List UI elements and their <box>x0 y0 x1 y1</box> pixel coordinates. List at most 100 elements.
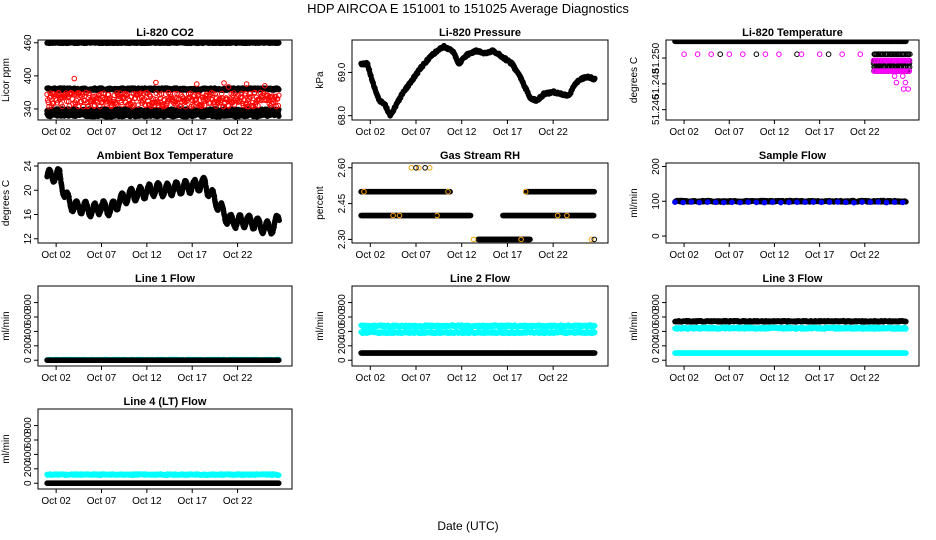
point-p6-370 <box>704 199 711 205</box>
point-p3-375 <box>762 51 769 58</box>
title-p3: Li-820 Temperature <box>742 27 843 39</box>
point-p3-367 <box>753 51 760 58</box>
xtick-label-p5-1: Oct 07 <box>401 250 431 261</box>
point-p3-374 <box>740 51 746 58</box>
xtick-label-p4-3: Oct 17 <box>177 250 207 261</box>
point-p6-380 <box>786 199 792 206</box>
ytick-label-p1-2: 460 <box>23 34 34 51</box>
frame-p2 <box>351 39 609 121</box>
point-p1-1830 <box>71 75 78 82</box>
point-p1-1796 <box>255 102 261 109</box>
point-p1-1832 <box>194 81 200 87</box>
point-p1-1693 <box>189 97 196 103</box>
point-p6-387 <box>843 199 849 206</box>
point-p6-385 <box>826 199 833 205</box>
point-p5-311 <box>467 212 474 219</box>
point-p6-374 <box>737 199 743 206</box>
point-p6-376 <box>753 199 760 206</box>
ytick-label-p3-2: 51.250 <box>651 42 662 73</box>
point-p1-1831 <box>153 79 159 86</box>
point-p1-1828 <box>275 102 282 109</box>
point-p6-389 <box>859 199 865 205</box>
xtick-label-p3-1: Oct 07 <box>715 127 745 138</box>
frame-p5 <box>351 162 609 244</box>
point-p1-1474 <box>50 100 57 107</box>
xtick-label-p6-2: Oct 12 <box>760 250 790 261</box>
point-p1-1469 <box>47 90 54 96</box>
marks-p7 <box>44 356 282 364</box>
point-p3-370 <box>681 51 687 58</box>
point-p1-1810 <box>264 92 270 99</box>
point-p1-1563 <box>107 95 113 101</box>
point-p1-1722 <box>208 95 214 102</box>
point-p6-373 <box>729 199 735 206</box>
point-p6-368 <box>688 199 695 205</box>
point-p5-650 <box>426 165 433 171</box>
ylabel-p6: ml/min <box>629 188 640 217</box>
ytick-label-p6-0: 0 <box>651 233 662 239</box>
title-p5: Gas Stream RH <box>440 150 520 162</box>
ytick-label-p1-1: 400 <box>23 67 34 84</box>
point-p3-369 <box>825 51 832 58</box>
xtick-label-p1-0: Oct 02 <box>41 127 71 138</box>
ytick-label-p4-2: 20 <box>23 184 34 196</box>
point-p1-1836 <box>262 83 268 89</box>
point-p6-375 <box>745 199 752 205</box>
point-p3-622 <box>899 73 906 79</box>
xtick-label-p1-2: Oct 12 <box>132 127 162 138</box>
xtick-label-p1-1: Oct 07 <box>87 127 117 138</box>
xtick-label-p3-2: Oct 12 <box>760 127 790 138</box>
marks-p1 <box>44 40 282 120</box>
point-p6-369 <box>696 199 703 206</box>
marks-p2 <box>358 42 598 119</box>
ylabel-p3: degrees C <box>629 57 640 103</box>
xtick-label-p5-4: Oct 22 <box>538 250 568 261</box>
frame-p1 <box>37 39 293 121</box>
ytick-label-p4-1: 16 <box>23 209 34 221</box>
point-p6-383 <box>810 199 817 205</box>
point-p1-1835 <box>243 81 250 87</box>
point-p3-625 <box>900 86 907 92</box>
point-p6-381 <box>794 199 800 205</box>
xtick-label-p4-4: Oct 22 <box>223 250 253 261</box>
point-p1-1776 <box>242 90 248 97</box>
xtick-label-p2-1: Oct 07 <box>401 127 431 138</box>
point-p1-1531 <box>86 92 93 99</box>
point-p3-624 <box>902 79 909 86</box>
point-p1-1488 <box>59 103 66 110</box>
xtick-label-p2-4: Oct 22 <box>538 127 568 138</box>
point-p3-621 <box>891 73 898 79</box>
point-p5-653 <box>470 236 477 243</box>
point-p6-386 <box>834 199 841 205</box>
ylabel-p1: Licor ppm <box>1 58 12 102</box>
point-p1-1607 <box>135 102 141 108</box>
xtick-label-p3-3: Oct 17 <box>805 127 835 138</box>
xtick-label-p4-0: Oct 02 <box>41 250 71 261</box>
xtick-label-p4-1: Oct 07 <box>87 250 117 261</box>
point-p1-1528 <box>84 103 91 110</box>
point-p3-378 <box>816 51 823 58</box>
point-p6-379 <box>778 199 784 206</box>
point-p3-376 <box>776 51 782 58</box>
xtick-label-p2-3: Oct 17 <box>493 127 523 138</box>
xtick-label-p1-4: Oct 22 <box>223 127 253 138</box>
marks-p3 <box>672 40 913 92</box>
point-p1-1682 <box>182 103 189 110</box>
point-p6-392 <box>883 199 890 206</box>
point-p1-1712 <box>201 102 208 109</box>
point-p1-1699 <box>193 96 200 103</box>
point-p1-1785 <box>248 94 254 100</box>
title-p1: Li-820 CO2 <box>136 27 193 39</box>
point-p1-1665 <box>171 91 178 97</box>
ylabel-p2: kPa <box>315 71 326 89</box>
point-p1-1561 <box>105 91 112 98</box>
point-p6-367 <box>680 199 687 206</box>
point-p6-366 <box>672 199 678 205</box>
point-p5-644 <box>591 188 598 195</box>
